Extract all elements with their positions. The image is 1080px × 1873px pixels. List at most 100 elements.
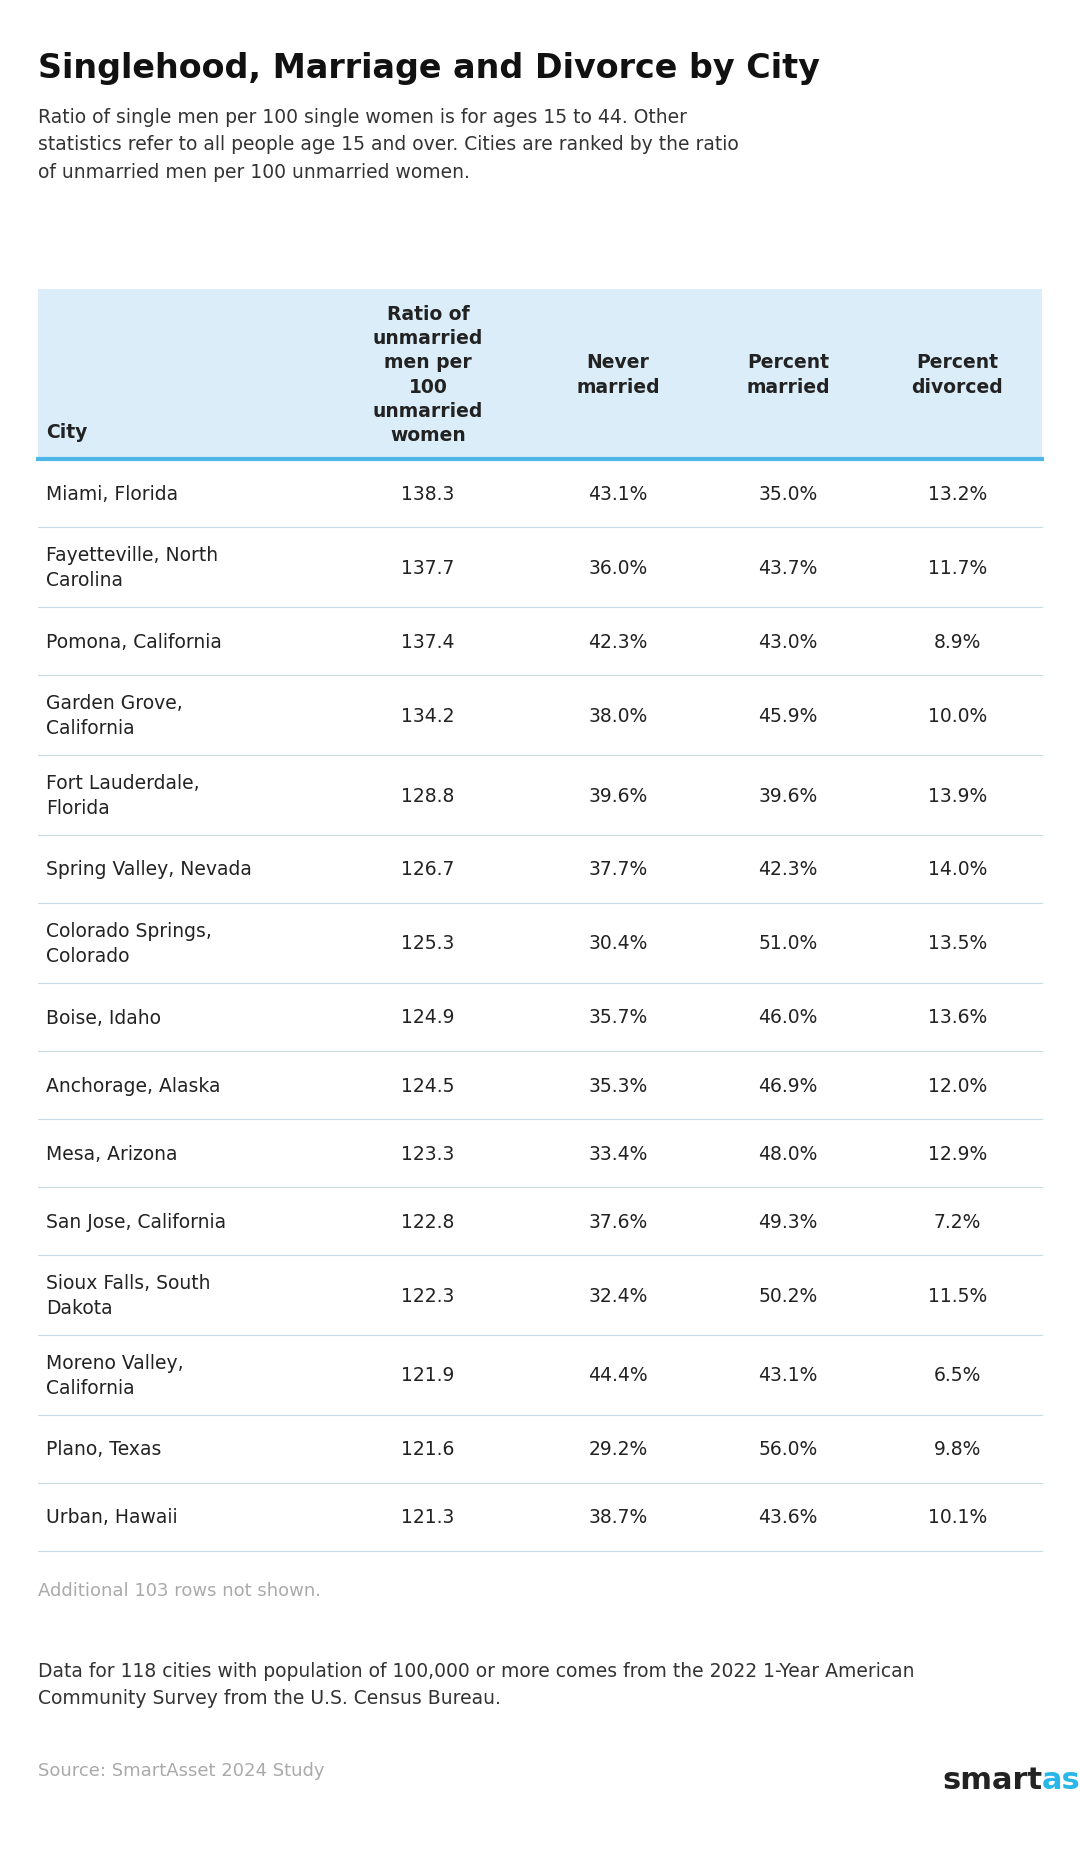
Text: Anchorage, Alaska: Anchorage, Alaska bbox=[46, 1075, 220, 1096]
Text: 46.9%: 46.9% bbox=[758, 1075, 818, 1096]
Text: 43.0%: 43.0% bbox=[758, 633, 818, 652]
Text: 125.3: 125.3 bbox=[402, 935, 455, 953]
Text: 42.3%: 42.3% bbox=[758, 860, 818, 878]
Text: 122.3: 122.3 bbox=[402, 1285, 455, 1305]
Text: 13.9%: 13.9% bbox=[928, 787, 987, 805]
Text: 29.2%: 29.2% bbox=[589, 1440, 648, 1459]
Text: 128.8: 128.8 bbox=[402, 787, 455, 805]
Text: 46.0%: 46.0% bbox=[758, 1008, 818, 1026]
Bar bbox=[38, 1335, 1042, 1416]
Text: Miami, Florida: Miami, Florida bbox=[46, 485, 178, 504]
Text: 35.7%: 35.7% bbox=[589, 1008, 648, 1026]
Text: 43.6%: 43.6% bbox=[758, 1508, 818, 1526]
Text: 138.3: 138.3 bbox=[402, 485, 455, 504]
Bar bbox=[38, 903, 1042, 983]
Text: Additional 103 rows not shown.: Additional 103 rows not shown. bbox=[38, 1581, 321, 1600]
Bar bbox=[38, 1051, 1042, 1120]
Text: 30.4%: 30.4% bbox=[589, 935, 648, 953]
Text: smart: smart bbox=[942, 1764, 1042, 1794]
Text: 42.3%: 42.3% bbox=[589, 633, 648, 652]
Text: Spring Valley, Nevada: Spring Valley, Nevada bbox=[46, 860, 252, 878]
Bar bbox=[38, 459, 1042, 528]
Text: Garden Grove,
California: Garden Grove, California bbox=[46, 695, 183, 738]
Bar bbox=[38, 1187, 1042, 1255]
Text: 33.4%: 33.4% bbox=[589, 1144, 648, 1163]
Text: 13.5%: 13.5% bbox=[928, 935, 987, 953]
Text: 32.4%: 32.4% bbox=[589, 1285, 648, 1305]
Text: 43.1%: 43.1% bbox=[758, 1365, 818, 1384]
Text: 8.9%: 8.9% bbox=[934, 633, 982, 652]
Text: 126.7: 126.7 bbox=[402, 860, 455, 878]
Text: 51.0%: 51.0% bbox=[758, 935, 818, 953]
Text: Ratio of single men per 100 single women is for ages 15 to 44. Other
statistics : Ratio of single men per 100 single women… bbox=[38, 109, 739, 182]
Text: 9.8%: 9.8% bbox=[934, 1440, 982, 1459]
Text: 121.6: 121.6 bbox=[402, 1440, 455, 1459]
Text: 39.6%: 39.6% bbox=[758, 787, 818, 805]
Text: 11.5%: 11.5% bbox=[928, 1285, 987, 1305]
Text: Pomona, California: Pomona, California bbox=[46, 633, 221, 652]
Bar bbox=[38, 1483, 1042, 1551]
Text: 37.7%: 37.7% bbox=[589, 860, 648, 878]
Text: 13.2%: 13.2% bbox=[928, 485, 987, 504]
Text: Data for 118 cities with population of 100,000 or more comes from the 2022 1-Yea: Data for 118 cities with population of 1… bbox=[38, 1661, 915, 1708]
Text: Percent
divorced: Percent divorced bbox=[912, 354, 1003, 397]
Text: 56.0%: 56.0% bbox=[758, 1440, 818, 1459]
Text: 49.3%: 49.3% bbox=[758, 1212, 818, 1231]
Text: 6.5%: 6.5% bbox=[934, 1365, 982, 1384]
Text: Boise, Idaho: Boise, Idaho bbox=[46, 1008, 161, 1026]
Text: 50.2%: 50.2% bbox=[758, 1285, 818, 1305]
Bar bbox=[38, 528, 1042, 607]
Text: Never
married: Never married bbox=[577, 354, 660, 397]
Text: Percent
married: Percent married bbox=[746, 354, 829, 397]
Text: Plano, Texas: Plano, Texas bbox=[46, 1440, 161, 1459]
Text: 7.2%: 7.2% bbox=[934, 1212, 982, 1231]
Text: 45.9%: 45.9% bbox=[758, 706, 818, 725]
Text: Urban, Hawaii: Urban, Hawaii bbox=[46, 1508, 177, 1526]
Text: San Jose, California: San Jose, California bbox=[46, 1212, 226, 1231]
Text: 35.0%: 35.0% bbox=[758, 485, 818, 504]
Text: 12.9%: 12.9% bbox=[928, 1144, 987, 1163]
Text: 123.3: 123.3 bbox=[402, 1144, 455, 1163]
Bar bbox=[38, 290, 1042, 459]
Bar bbox=[38, 1120, 1042, 1187]
Text: Fort Lauderdale,
Florida: Fort Lauderdale, Florida bbox=[46, 774, 200, 817]
Bar bbox=[38, 1255, 1042, 1335]
Text: 12.0%: 12.0% bbox=[928, 1075, 987, 1096]
Text: 124.9: 124.9 bbox=[402, 1008, 455, 1026]
Text: 38.7%: 38.7% bbox=[589, 1508, 648, 1526]
Text: 37.6%: 37.6% bbox=[589, 1212, 648, 1231]
Text: 43.1%: 43.1% bbox=[589, 485, 648, 504]
Text: City: City bbox=[46, 423, 87, 442]
Text: 10.1%: 10.1% bbox=[928, 1508, 987, 1526]
Text: Moreno Valley,
California: Moreno Valley, California bbox=[46, 1354, 184, 1397]
Text: Ratio of
unmarried
men per
100
unmarried
women: Ratio of unmarried men per 100 unmarried… bbox=[373, 305, 483, 446]
Bar bbox=[38, 607, 1042, 676]
Text: 10.0%: 10.0% bbox=[928, 706, 987, 725]
Bar bbox=[38, 835, 1042, 903]
Text: 13.6%: 13.6% bbox=[928, 1008, 987, 1026]
Text: Mesa, Arizona: Mesa, Arizona bbox=[46, 1144, 177, 1163]
Text: 134.2: 134.2 bbox=[402, 706, 455, 725]
Bar bbox=[38, 755, 1042, 835]
Text: Colorado Springs,
Colorado: Colorado Springs, Colorado bbox=[46, 922, 212, 965]
Text: 36.0%: 36.0% bbox=[589, 558, 648, 577]
Text: 137.7: 137.7 bbox=[402, 558, 455, 577]
Text: 48.0%: 48.0% bbox=[758, 1144, 818, 1163]
Text: asset: asset bbox=[1042, 1764, 1080, 1794]
Text: Fayetteville, North
Carolina: Fayetteville, North Carolina bbox=[46, 547, 218, 590]
Bar bbox=[38, 676, 1042, 755]
Text: Sioux Falls, South
Dakota: Sioux Falls, South Dakota bbox=[46, 1274, 211, 1317]
Text: 38.0%: 38.0% bbox=[589, 706, 648, 725]
Text: 35.3%: 35.3% bbox=[589, 1075, 648, 1096]
Text: 122.8: 122.8 bbox=[402, 1212, 455, 1231]
Text: 121.3: 121.3 bbox=[402, 1508, 455, 1526]
Text: Singlehood, Marriage and Divorce by City: Singlehood, Marriage and Divorce by City bbox=[38, 52, 820, 84]
Text: 43.7%: 43.7% bbox=[758, 558, 818, 577]
Text: 39.6%: 39.6% bbox=[589, 787, 648, 805]
Bar bbox=[38, 1416, 1042, 1483]
Text: 137.4: 137.4 bbox=[402, 633, 455, 652]
Text: Source: SmartAsset 2024 Study: Source: SmartAsset 2024 Study bbox=[38, 1761, 324, 1779]
Text: 124.5: 124.5 bbox=[402, 1075, 455, 1096]
Bar bbox=[38, 983, 1042, 1051]
Text: 44.4%: 44.4% bbox=[589, 1365, 648, 1384]
